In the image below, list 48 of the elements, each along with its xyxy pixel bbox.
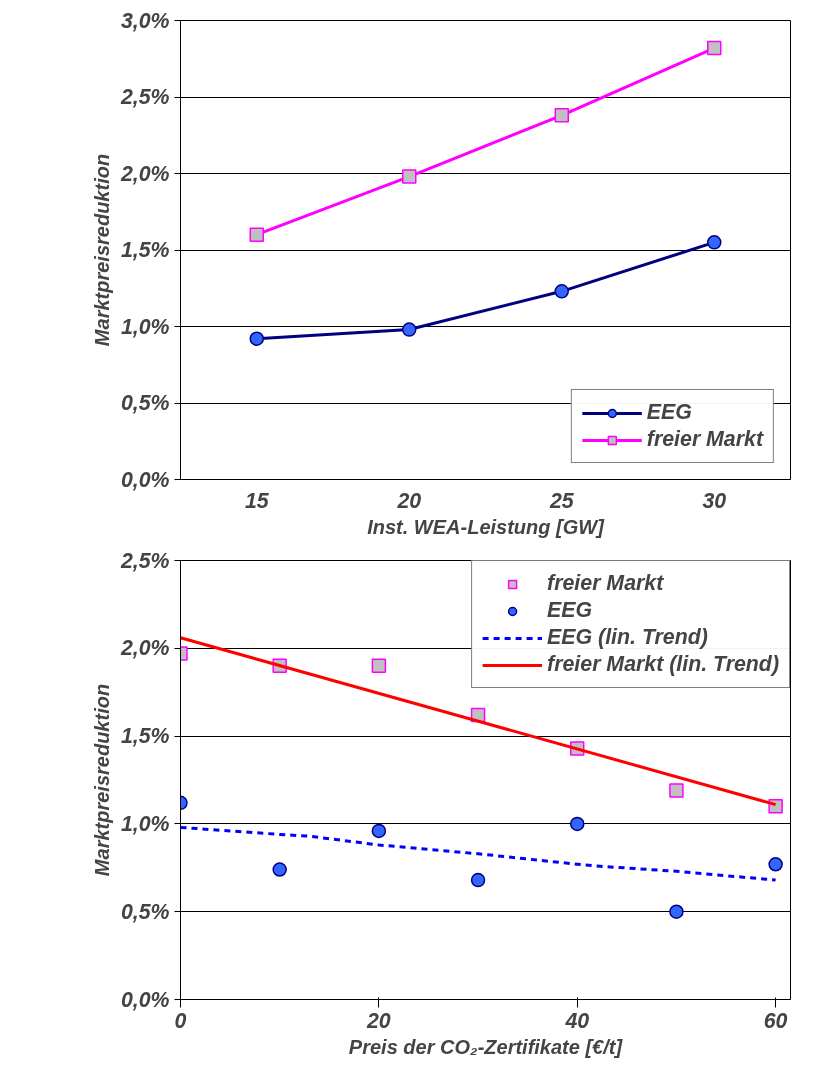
legend-label: freier Markt <box>547 571 664 596</box>
point <box>669 783 684 798</box>
y-tick-label: 1,5% <box>120 724 170 749</box>
x-tick-label: 20 <box>366 1008 391 1033</box>
point <box>707 235 722 250</box>
y-tick-label: 3,0% <box>120 8 170 33</box>
point <box>371 658 387 674</box>
point <box>249 227 264 242</box>
point <box>249 331 264 346</box>
y-tick-label: 2,5% <box>119 548 170 573</box>
point <box>570 816 585 832</box>
point <box>669 904 684 919</box>
y-tick-label: 2,0% <box>119 161 170 186</box>
x-axis-title: Preis der CO₂-Zertifikate [€/t] <box>348 1035 624 1058</box>
y-tick-label: 2,5% <box>119 85 170 109</box>
x-axis-title: Inst. WEA-Leistung [GW] <box>367 515 606 538</box>
point <box>402 322 417 337</box>
legend-label: EEG <box>547 598 593 623</box>
x-tick-label: 60 <box>763 1008 788 1033</box>
y-tick-label: 1,0% <box>120 811 170 836</box>
x-tick-label: 0 <box>174 1008 187 1033</box>
legend-label: freier Markt (lin. Trend) <box>547 652 779 677</box>
y-tick-label: 1,0% <box>120 314 170 339</box>
point <box>707 40 722 56</box>
legend-label: EEG <box>646 400 692 425</box>
x-tick-label: 40 <box>564 1008 590 1033</box>
point <box>554 284 569 299</box>
y-tick-label: 0,0% <box>120 987 170 1012</box>
x-tick-label: 20 <box>396 488 422 513</box>
legend-label: freier Markt <box>646 427 763 452</box>
y-axis-title: Marktpreisreduktion <box>90 153 113 347</box>
point <box>272 862 287 877</box>
line-series <box>180 825 778 882</box>
point <box>371 823 387 839</box>
y-tick-label: 2,0% <box>119 636 170 661</box>
point <box>470 872 486 888</box>
point <box>402 169 417 184</box>
y-tick-label: 1,5% <box>120 238 170 262</box>
y-axis-title: Marktpreisreduktion <box>90 683 113 877</box>
point <box>554 108 569 123</box>
x-tick-label: 25 <box>548 488 575 513</box>
legend-label: EEG (lin. Trend) <box>547 625 708 650</box>
x-tick-label: 30 <box>702 488 727 513</box>
y-tick-label: 0,0% <box>120 467 170 492</box>
y-tick-label: 0,5% <box>120 899 170 924</box>
x-tick-label: 15 <box>244 488 270 513</box>
y-tick-label: 0,5% <box>120 391 170 415</box>
point <box>768 857 783 872</box>
